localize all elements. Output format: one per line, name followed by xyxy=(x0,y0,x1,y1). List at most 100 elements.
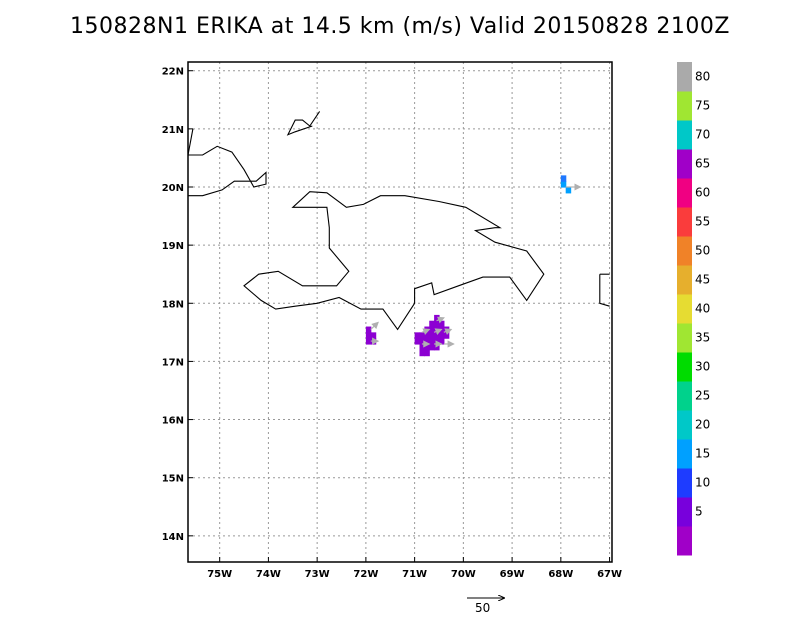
coastlines xyxy=(188,111,610,331)
colorbar-label: 10 xyxy=(695,476,710,490)
y-tick-label: 17N xyxy=(162,357,184,368)
reference-vector-label: 50 xyxy=(475,601,490,615)
colorbar-segment xyxy=(677,91,692,121)
wind-cell xyxy=(419,343,425,351)
wind-cell xyxy=(414,338,421,345)
wind-vector xyxy=(370,321,379,330)
colorbar-segment xyxy=(677,294,692,324)
colorbar-label: 65 xyxy=(695,157,710,171)
wind-cell xyxy=(365,332,372,339)
colorbar-label: 40 xyxy=(695,302,710,316)
colorbar-segment xyxy=(677,381,692,411)
x-tick-label: 67W xyxy=(597,569,622,580)
wind-cell xyxy=(365,326,372,333)
reference-vector: 50 xyxy=(467,598,504,615)
colorbar-segment xyxy=(677,62,692,92)
chart-title: 150828N1 ERIKA at 14.5 km (m/s) Valid 20… xyxy=(70,14,730,39)
wind-cell xyxy=(365,338,372,345)
x-tick-label: 73W xyxy=(305,569,330,580)
wind-cell xyxy=(438,320,445,328)
y-tick-label: 21N xyxy=(162,125,184,136)
coastline xyxy=(599,274,610,307)
wind-cell xyxy=(370,332,377,339)
x-tick-label: 74W xyxy=(256,569,281,580)
y-tick-label: 14N xyxy=(162,532,184,543)
wind-vector xyxy=(436,316,445,324)
wind-cell xyxy=(443,332,450,339)
wind-cell xyxy=(434,320,440,328)
y-tick-label: 19N xyxy=(162,241,184,252)
colorbar-label: 35 xyxy=(695,331,710,345)
wind-cell xyxy=(414,332,421,339)
wind-vectors xyxy=(370,183,582,348)
wind-cell xyxy=(434,343,440,351)
wind-cell xyxy=(429,320,435,328)
wind-vector xyxy=(421,328,431,336)
wind-cell xyxy=(419,332,425,339)
wind-cell xyxy=(438,332,445,339)
y-tick-label: 16N xyxy=(162,416,184,427)
colorbar-segment xyxy=(677,120,692,150)
wind-cell xyxy=(424,343,430,351)
coastline xyxy=(286,111,321,136)
wind-cell xyxy=(429,338,435,345)
colorbar-segment xyxy=(677,497,692,527)
colorbar-label: 5 xyxy=(695,505,703,519)
colorbar-label: 25 xyxy=(695,389,710,403)
colorbar-label: 20 xyxy=(695,418,710,432)
latitude-axis: 22N 21N 20N 19N 18N 17N 16N 15N 14N xyxy=(162,67,193,543)
y-tick-label: 20N xyxy=(162,183,184,194)
colorbar-segment xyxy=(677,468,692,498)
colorbar-label: 75 xyxy=(695,99,710,113)
wind-cell xyxy=(429,332,435,339)
colorbar-segment xyxy=(677,265,692,295)
wind-cell xyxy=(419,349,425,357)
wind-cell xyxy=(429,343,435,351)
colorbar-segment xyxy=(677,323,692,353)
wind-vector xyxy=(443,328,453,336)
grid-lines xyxy=(188,62,612,562)
x-tick-label: 70W xyxy=(451,569,476,580)
colorbar-segment xyxy=(677,352,692,382)
wind-cell xyxy=(560,175,567,182)
colorbar-label: 45 xyxy=(695,273,710,287)
wind-cell xyxy=(565,187,572,194)
plot-frame xyxy=(187,61,613,563)
wind-cell xyxy=(429,326,435,333)
x-tick-label: 75W xyxy=(207,569,232,580)
wind-cell xyxy=(434,314,440,322)
colorbar-label: 55 xyxy=(695,215,710,229)
x-tick-label: 71W xyxy=(402,569,427,580)
y-tick-label: 18N xyxy=(162,299,184,310)
colorbar-segment xyxy=(677,410,692,440)
colorbar-label: 70 xyxy=(695,128,710,142)
colorbar-segment xyxy=(677,236,692,266)
y-tick-label: 22N xyxy=(162,67,184,78)
colorbar-segment xyxy=(677,439,692,469)
wind-cell xyxy=(434,332,440,339)
x-tick-label: 72W xyxy=(353,569,378,580)
colorbar-segment xyxy=(677,149,692,179)
colorbar-label: 30 xyxy=(695,360,710,374)
x-tick-label: 68W xyxy=(548,569,573,580)
colorbar-label: 80 xyxy=(695,70,710,84)
colorbar-segment xyxy=(677,526,692,556)
colorbar-label: 15 xyxy=(695,447,710,461)
colorbar-label: 60 xyxy=(695,186,710,200)
colorbar-legend: 5 10 15 20 25 30 35 40 45 50 55 60 65 70 75 80 xyxy=(677,62,710,556)
wind-cell xyxy=(424,332,430,339)
wind-cell xyxy=(560,181,567,188)
wind-cell xyxy=(419,338,425,345)
colorbar-segment xyxy=(677,207,692,237)
colorbar-segment xyxy=(677,178,692,208)
coastline xyxy=(188,128,194,156)
wind-vector xyxy=(433,328,443,336)
wind-cell xyxy=(424,349,430,357)
x-tick-label: 69W xyxy=(500,569,525,580)
coastline xyxy=(188,145,267,197)
longitude-axis: 75W 74W 73W 72W 71W 70W 69W 68W 67W xyxy=(207,557,622,580)
colorbar-label: 50 xyxy=(695,244,710,258)
y-tick-label: 15N xyxy=(162,474,184,485)
coastline xyxy=(243,191,545,331)
